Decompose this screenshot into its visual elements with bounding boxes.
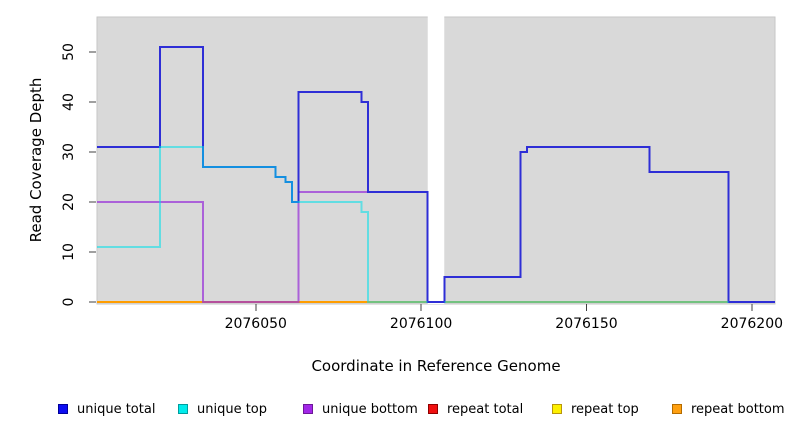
legend-swatch-icon [672, 404, 682, 414]
legend-item-repeat-bottom: repeat bottom [672, 401, 785, 417]
series-line-unique-bottom [97, 191, 428, 303]
no-data-gap-band [427, 16, 445, 304]
legend-label: unique total [77, 401, 156, 417]
legend-swatch-icon [178, 404, 188, 414]
legend-item-repeat-total: repeat total [428, 401, 523, 417]
axis-ticks [89, 51, 753, 311]
legend-swatch-icon [303, 404, 313, 414]
legend-item-repeat-top: repeat top [552, 401, 639, 417]
legend-swatch-icon [58, 404, 68, 414]
legend-label: unique bottom [322, 401, 418, 417]
series-line-unique-top [97, 146, 428, 303]
legend-item-unique-top: unique top [178, 401, 267, 417]
legend-label: repeat total [447, 401, 524, 417]
coverage-series-lines [97, 46, 775, 303]
legend-swatch-icon [428, 404, 438, 414]
legend-label: repeat bottom [691, 401, 785, 417]
legend-label: unique top [197, 401, 268, 417]
legend-swatch-icon [552, 404, 562, 414]
legend-label: repeat top [571, 401, 639, 417]
legend-item-unique-bottom: unique bottom [303, 401, 418, 417]
legend-item-unique-total: unique total [58, 401, 155, 417]
